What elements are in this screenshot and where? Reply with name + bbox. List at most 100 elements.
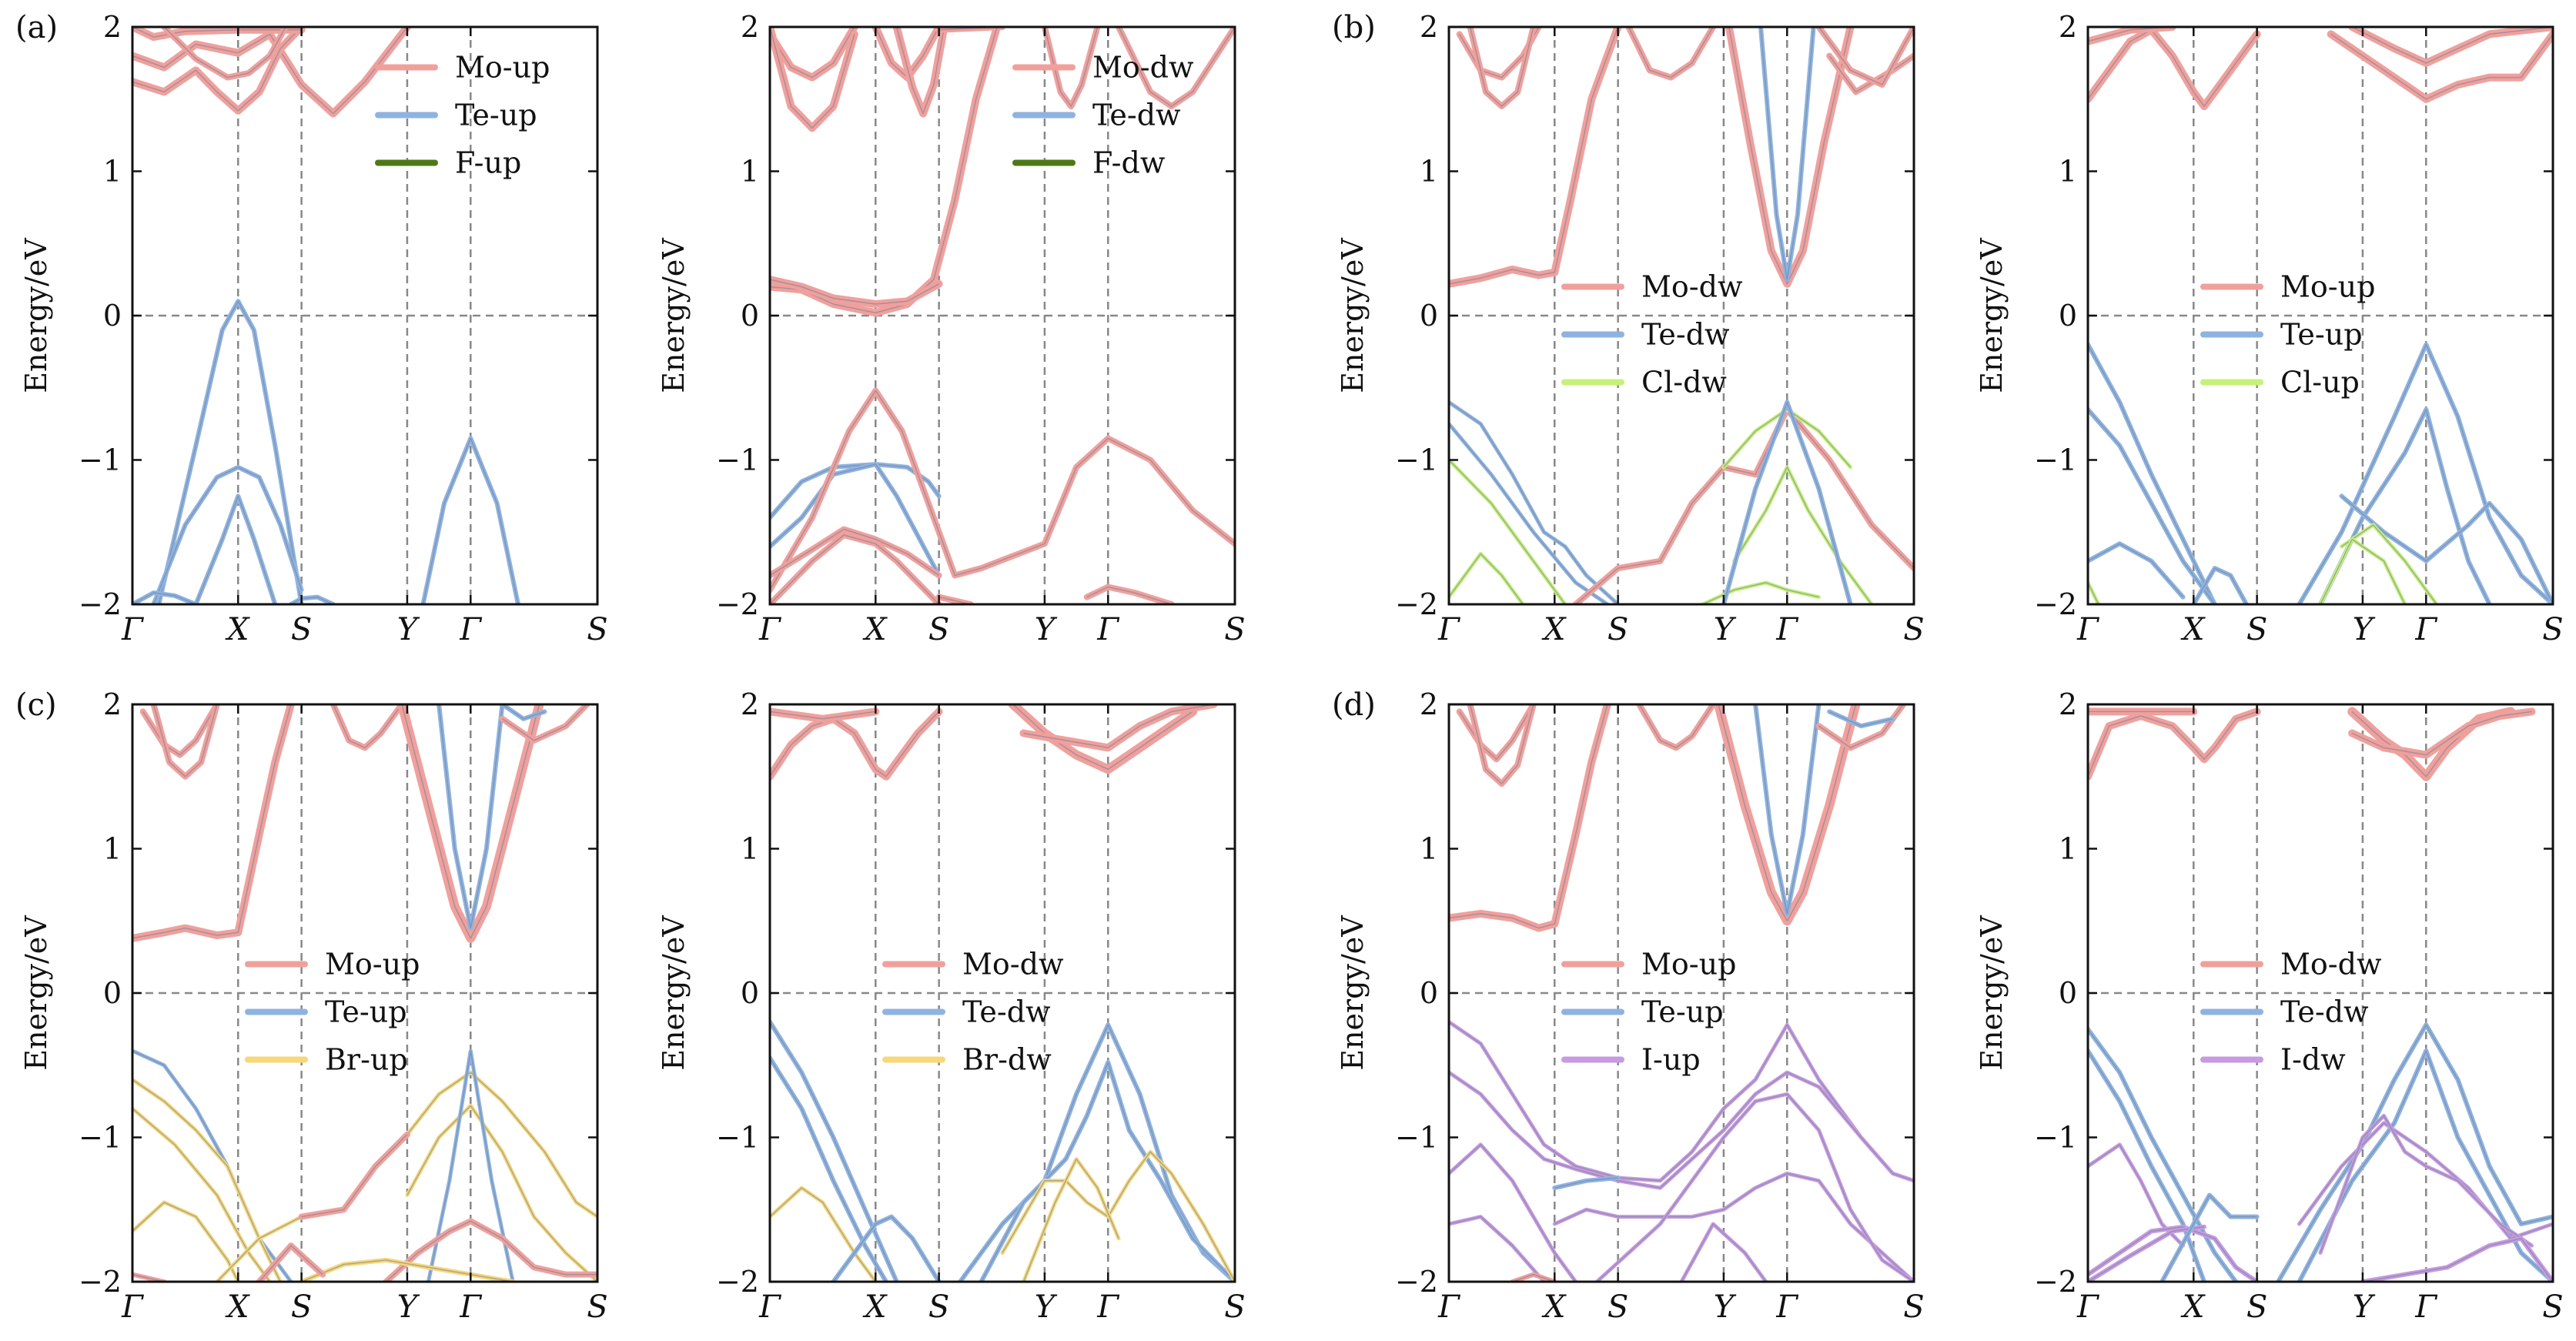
y-axis-label: Energy/eV [657, 915, 691, 1071]
y-tick-label: 1 [1420, 832, 1438, 866]
y-tick-label: 1 [741, 832, 759, 866]
y-tick-label: 1 [103, 155, 122, 189]
band-line-te [132, 1048, 293, 1282]
band-line-mo [2088, 707, 2261, 781]
y-tick-label: 1 [741, 155, 759, 189]
band-line-core [1702, 582, 1819, 604]
band-line-core [2320, 1115, 2532, 1253]
y-tick-label: −2 [716, 587, 759, 621]
band-line-te [1449, 422, 1610, 604]
x-tick-label: Γ [1775, 612, 1798, 647]
band-panel-1: −2 −1 0 1 2 Γ X S Y Γ S Energy/eV Mo-dw Te-dw F-dw [657, 10, 1246, 647]
legend-entry: F-up [455, 146, 521, 180]
y-axis-label: Energy/eV [19, 238, 53, 393]
band-line-core [1459, 704, 1534, 761]
legend: Mo-dw Te-dw F-dw [1012, 51, 1194, 180]
x-tick-label: Y [1035, 612, 1058, 647]
band-line-te [979, 1060, 1235, 1282]
band-line-core [406, 1105, 597, 1282]
x-tick-label: X [2180, 1289, 2206, 1325]
x-tick-label: Y [1714, 1289, 1737, 1325]
band-line-core [290, 596, 334, 604]
band-line-core [832, 1216, 940, 1282]
band-panel-4: −2 −1 0 1 2 Γ X S Y Γ S Energy/eV Mo-up Te-up Br-up [19, 687, 608, 1325]
band-line-core [1818, 27, 1914, 85]
x-tick-label: Γ [2414, 612, 2437, 647]
band-line-core [2161, 1194, 2257, 1282]
x-tick-label: Γ [121, 612, 144, 647]
band-line-core [132, 27, 303, 112]
band-line-br [1022, 1157, 1121, 1282]
band-line-i [1449, 1070, 1914, 1190]
band-line-mo [298, 1131, 410, 1220]
band-line-core [1554, 1177, 1618, 1189]
legend-entry: Br-dw [962, 1043, 1052, 1077]
band-line-core [1512, 1273, 1555, 1282]
x-tick-label: Y [2353, 612, 2376, 647]
band-line-mo [1083, 584, 1175, 604]
x-tick-label: Γ [121, 1289, 144, 1325]
band-line-core [2088, 1050, 2205, 1282]
legend-entry: Te-dw [962, 995, 1051, 1029]
y-tick-label: −2 [79, 587, 122, 621]
band-line-te [193, 493, 278, 604]
x-tick-label: Y [397, 612, 420, 647]
band-line-te [2088, 406, 2217, 604]
band-line-core [770, 534, 940, 604]
band-line-mo [1019, 704, 1218, 752]
band-line-mo [1636, 704, 1717, 751]
band-panel-2: −2 −1 0 1 2 Γ X S Y Γ S Energy/eV Mo-dw Te-dw Cl-dw [1336, 10, 1925, 647]
y-axis-label: Energy/eV [1975, 915, 2009, 1071]
y-tick-label: −1 [2034, 1121, 2077, 1155]
band-line-core [152, 704, 218, 778]
band-line-core [301, 1134, 408, 1218]
y-axis-label: Energy/eV [1336, 238, 1370, 393]
band-line-core [770, 528, 940, 577]
band-line-core [1628, 27, 1714, 79]
band-line-core [2298, 1050, 2553, 1282]
band-line-core [2341, 495, 2553, 604]
band-line-i [2360, 1236, 2553, 1282]
legend-entry: I-up [1641, 1043, 1701, 1077]
y-tick-label: 0 [1420, 976, 1438, 1010]
band-line-core [1723, 401, 1852, 604]
x-tick-label: Γ [2414, 1289, 2437, 1325]
band-line-core [1449, 423, 1608, 604]
band-line-core [1449, 459, 1566, 604]
band-line-core [1449, 27, 1619, 285]
y-tick-label: −2 [1395, 1265, 1438, 1299]
band-line-te [1552, 1175, 1621, 1191]
band-line-core [216, 1072, 597, 1282]
y-axis-label: Energy/eV [1975, 238, 2009, 393]
y-tick-label: −1 [79, 443, 122, 477]
x-tick-label: S [1607, 1289, 1628, 1325]
y-tick-label: −1 [1395, 443, 1438, 477]
legend-entry: Te-up [455, 99, 537, 132]
band-line-core [2088, 1226, 2258, 1282]
band-line-core [1449, 1144, 1577, 1282]
band-line-te [770, 1019, 899, 1282]
x-tick-label: X [1541, 612, 1567, 647]
y-tick-label: 2 [741, 10, 759, 44]
band-line-core [2193, 567, 2247, 604]
legend-entry: Te-dw [1641, 318, 1730, 352]
legend-entry: Cl-dw [1641, 366, 1727, 400]
band-line-core [385, 1220, 597, 1282]
band-line-core [1723, 409, 1852, 468]
band-panel-3: −2 −1 0 1 2 Γ X S Y Γ S Energy/eV Mo-up Te-up Cl-up [1975, 10, 2564, 647]
band-line-core [1449, 401, 1619, 604]
y-axis-label: Energy/eV [19, 915, 53, 1071]
band-line-core [259, 1245, 323, 1282]
x-tick-label: X [225, 1289, 250, 1325]
legend-entry: Te-up [1641, 995, 1724, 1029]
y-tick-label: −2 [2034, 587, 2077, 621]
band-line-core [770, 1058, 887, 1282]
x-tick-label: S [291, 612, 312, 647]
y-tick-label: −1 [716, 1121, 759, 1155]
band-line-te [1827, 709, 1895, 729]
legend-entry: Mo-up [455, 51, 550, 85]
band-line-core [770, 1187, 876, 1282]
band-lines [770, 27, 1235, 604]
band-panel-0: −2 −1 0 1 2 Γ X S Y Γ S Energy/eV Mo-up Te-up F-up [19, 10, 608, 647]
